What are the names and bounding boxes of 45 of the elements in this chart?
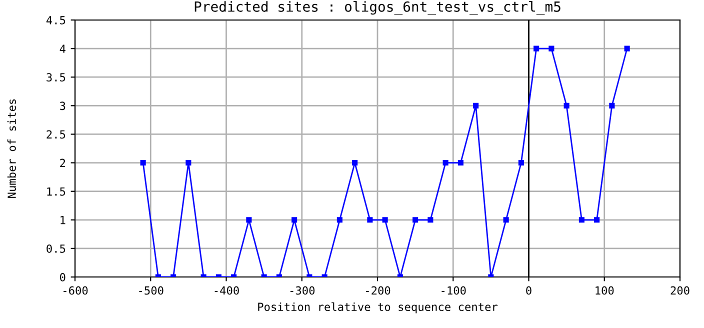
x-axis-title: Position relative to sequence center [258, 302, 498, 314]
point [518, 160, 524, 166]
y-tick-label: 3.5 [46, 73, 66, 82]
point [140, 160, 146, 166]
y-axis-title: Number of sites [7, 99, 16, 198]
x-tick-label: -200 [366, 286, 390, 295]
line-series [140, 46, 630, 277]
point [609, 102, 615, 108]
x-tick-label: -300 [290, 286, 315, 295]
point [503, 217, 509, 223]
x-tick-label: -100 [442, 286, 466, 295]
x-tick-label: 200 [670, 286, 690, 295]
x-tick-label: 0 [526, 286, 532, 295]
y-tick-label: 2 [60, 158, 66, 168]
point [336, 217, 342, 223]
point [292, 217, 298, 223]
y-tick-label: 1 [60, 216, 66, 224]
point [458, 160, 464, 166]
y-tick-label: 0.5 [46, 244, 66, 253]
point [534, 46, 540, 52]
y-tick-label: 4 [60, 44, 66, 53]
point [624, 46, 630, 52]
y-tick-label: 4.5 [46, 16, 66, 24]
point [564, 102, 570, 108]
point [442, 160, 448, 166]
point [594, 217, 600, 223]
point [428, 217, 434, 223]
x-tick-label: -400 [214, 286, 239, 295]
x-tick-label: -600 [64, 286, 88, 295]
point [246, 217, 252, 223]
x-tick-label: 100 [596, 286, 614, 295]
y-tick-label: 0 [60, 273, 66, 282]
y-tick-label: 1.5 [47, 187, 66, 196]
point [578, 217, 584, 223]
y-tick-label: 2.5 [46, 130, 66, 139]
point [352, 160, 358, 166]
point [367, 217, 373, 223]
x-tick-label: -500 [139, 286, 164, 295]
point [548, 46, 554, 52]
y-tick-label: 3 [60, 102, 66, 110]
point [382, 217, 388, 223]
point [412, 217, 418, 223]
point [186, 160, 192, 166]
chart-title: Predicted sites : oligos_6nt_test_vs_ctrl_m5 [194, 1, 560, 15]
point [473, 102, 479, 108]
